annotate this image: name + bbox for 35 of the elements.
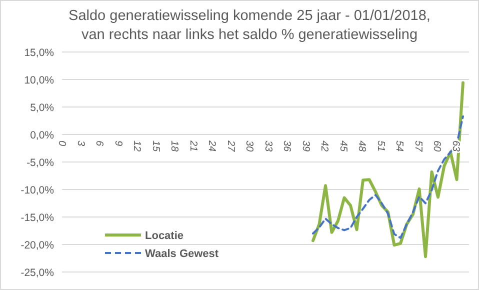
y-tick-label: 0,0% [30,130,54,142]
x-tick-label: 21 [187,140,198,152]
y-tick-label: 15,0% [24,47,54,59]
x-tick-label: 60 [431,140,442,152]
chart-title: Saldo generatiewisseling komende 25 jaar - 01/01/2018, van rechts naar links het saldo % generatiewisseling [68,8,430,43]
x-tick-label: 30 [244,140,254,152]
x-tick-label: 54 [394,140,404,152]
legend-label: Waals Gewest [145,248,219,260]
x-tick-label: 42 [318,140,330,152]
x-tick-label: 9 [112,140,124,146]
x-tick-label: 6 [94,140,104,146]
x-tick-label: 57 [412,140,424,152]
y-tick-label: -25,0% [20,267,54,279]
x-tick-label: 0 [56,140,67,146]
x-tick-label: 12 [131,140,142,152]
y-tick-label: -20,0% [20,240,54,252]
x-tick-label: 39 [300,140,311,152]
y-tick-label: 5,0% [30,102,54,114]
y-tick-label: -10,0% [20,184,54,196]
y-tick-label: -15,0% [20,212,54,224]
x-tick-label: 45 [337,140,348,152]
x-tick-label: 33 [262,140,274,152]
x-tick-label: 63 [450,140,461,152]
legend-label: Locatie [145,230,184,242]
x-tick-label: 48 [356,140,367,152]
y-tick-label: -5,0% [26,157,54,169]
y-tick-label: 10,0% [24,74,54,86]
x-tick-label: 15 [150,140,161,152]
x-tick-label: 18 [168,140,180,152]
line-series [312,115,464,239]
x-tick-label: 36 [281,140,292,152]
x-tick-label: 51 [374,140,386,152]
x-tick-label: 3 [74,140,86,146]
x-tick-label: 24 [206,140,217,152]
x-tick-label: 27 [224,140,236,152]
